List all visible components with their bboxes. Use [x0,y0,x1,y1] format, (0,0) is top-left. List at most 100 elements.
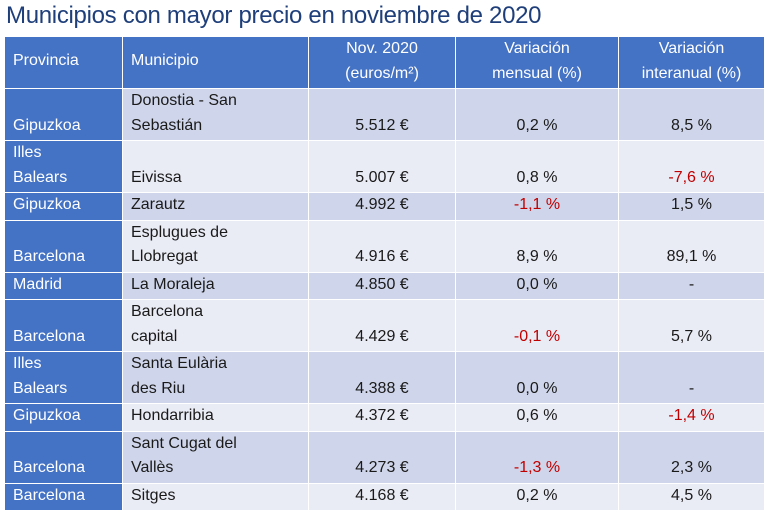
table-row: Madrid La Moraleja 4.850 €0,0 % - [4,271,765,300]
header-mensual-line2: mensual (%) [492,64,582,82]
cell-provincia-line2: Barcelona [13,248,86,265]
header-row: Provincia Municipio Nov. 2020 (euros/m²) … [4,36,765,89]
cell-interanual: 1,5 % [618,192,765,221]
cell-municipio: Sitges [122,482,309,511]
cell-municipio-line2: capital [131,327,178,345]
cell-municipio: La Moraleja [122,271,309,300]
cell-provincia: Illes Balears [4,140,123,193]
cell-municipio-line2: des Riu [131,379,186,397]
table-row: Gipuzkoa Donostia - San Sebastián 5.512 €0,… [4,88,765,141]
cell-precio: 4.429 € [308,299,456,352]
cell-mensual: 0,6 % [455,403,619,432]
cell-municipio-line2: Llobregat [131,248,198,265]
cell-provincia: Illes Balears [4,351,123,404]
header-interanual: Variación interanual (%) [618,36,765,89]
header-interanual-line1: Variación [658,40,725,57]
cell-mensual: -0,1 % [455,299,619,352]
cell-provincia-line2: Balears [13,168,68,186]
cell-municipio: Sant Cugat del Vallès [122,430,309,484]
cell-interanual: - [618,351,765,404]
cell-provincia: Barcelona [4,299,123,352]
cell-municipio-line2: La Moraleja [131,275,215,293]
cell-provincia-line1: Illes [13,144,42,161]
cell-municipio: Esplugues de Llobregat [122,219,309,273]
cell-precio: 4.850 € [308,271,456,300]
cell-interanual: 89,1 % [618,219,765,273]
cell-provincia-line2: Gipuzkoa [13,196,81,213]
cell-provincia-line2: Madrid [13,275,62,293]
cell-municipio: Santa Eulària des Riu [122,351,309,404]
header-mensual-line1: Variación [504,40,570,57]
header-precio-line2: (euros/m²) [345,64,419,82]
cell-precio: 4.273 € [308,430,456,484]
cell-precio: 4.916 € [308,219,456,273]
cell-municipio: Zarautz [122,192,309,221]
table-row: Gipuzkoa Zarautz 4.992 € -1,1 % 1,5 % [4,192,765,221]
cell-municipio: Donostia - San Sebastián [122,88,309,141]
cell-mensual: 0,2 % [455,88,619,141]
cell-provincia-line2: Gipuzkoa [13,116,81,134]
cell-provincia-line2: Balears [13,379,68,397]
cell-municipio-line2: Sebastián [131,116,203,134]
cell-municipio-line1: Donostia - San [131,92,237,109]
cell-provincia: Gipuzkoa [4,192,123,221]
cell-mensual: -1,1 % [455,192,619,221]
cell-municipio-line2: Eivissa [131,168,182,186]
cell-provincia: Gipuzkoa [4,403,123,432]
cell-provincia-line2: Barcelona [13,327,86,345]
table-row: Illes Balears Santa Eulària des Riu 4.388 €0… [4,351,765,404]
cell-precio: 5.007 € [308,140,456,193]
cell-interanual: -1,4 % [618,403,765,432]
cell-mensual: 0,8 % [455,140,619,193]
cell-provincia: Gipuzkoa [4,88,123,141]
table-row: Barcelona Barcelona capital 4.429 € -0,1 % 5,… [4,299,765,352]
cell-municipio-line2: Sitges [131,486,176,504]
cell-provincia-line1: Illes [13,355,42,372]
cell-provincia: Barcelona [4,482,123,511]
header-mensual: Variación mensual (%) [455,36,619,89]
cell-municipio: Eivissa [122,140,309,193]
cell-municipio: Barcelona capital [122,299,309,352]
cell-mensual: 8,9 % [455,219,619,273]
cell-municipio-line1: Esplugues de [131,223,228,241]
cell-precio: 5.512 € [308,88,456,141]
cell-provincia-line2: Barcelona [13,486,86,504]
cell-provincia-line2: Gipuzkoa [13,407,81,424]
table-row: Barcelona Esplugues de Llobregat 4.916 €8,9… [4,219,765,273]
header-interanual-line2: interanual (%) [641,64,742,82]
cell-precio: 4.168 € [308,482,456,511]
cell-precio: 4.992 € [308,192,456,221]
cell-interanual: 2,3 % [618,430,765,484]
page-title: Municipios con mayor precio en noviembre… [6,2,542,29]
cell-mensual: 0,2 % [455,482,619,511]
cell-provincia-line2: Barcelona [13,459,86,476]
cell-municipio-line1: Sant Cugat del [131,434,237,452]
header-municipio: Municipio [122,36,309,89]
cell-municipio-line1: Barcelona [131,303,204,320]
table-row: Gipuzkoa Hondarribia 4.372 €0,6 % -1,4 % [4,403,765,432]
header-precio: Nov. 2020 (euros/m²) [308,36,456,89]
cell-mensual: 0,0 % [455,271,619,300]
cell-provincia: Barcelona [4,219,123,273]
cell-municipio-line2: Vallès [131,459,174,476]
cell-interanual: 4,5 % [618,482,765,511]
cell-interanual: 8,5 % [618,88,765,141]
table-body: Gipuzkoa Donostia - San Sebastián 5.512 €0,… [4,88,765,511]
header-provincia: Provincia [4,36,123,89]
table-row: Barcelona Sant Cugat del Vallès 4.273 € -1,3… [4,430,765,484]
table-row: Barcelona Sitges 4.168 €0,2 % 4,5 % [4,482,765,511]
cell-precio: 4.388 € [308,351,456,404]
cell-interanual: 5,7 % [618,299,765,352]
cell-interanual: -7,6 % [618,140,765,193]
price-table: Provincia Municipio Nov. 2020 (euros/m²) … [4,36,765,511]
header-provincia-label: Provincia [13,52,79,70]
header-municipio-label: Municipio [131,52,199,70]
cell-precio: 4.372 € [308,403,456,432]
header-precio-line1: Nov. 2020 [346,40,418,57]
table-header: Provincia Municipio Nov. 2020 (euros/m²) … [4,36,765,89]
cell-provincia: Barcelona [4,430,123,484]
cell-provincia: Madrid [4,271,123,300]
cell-mensual: 0,0 % [455,351,619,404]
cell-municipio-line1: Santa Eulària [131,355,228,372]
cell-municipio-line2: Hondarribia [131,407,214,424]
